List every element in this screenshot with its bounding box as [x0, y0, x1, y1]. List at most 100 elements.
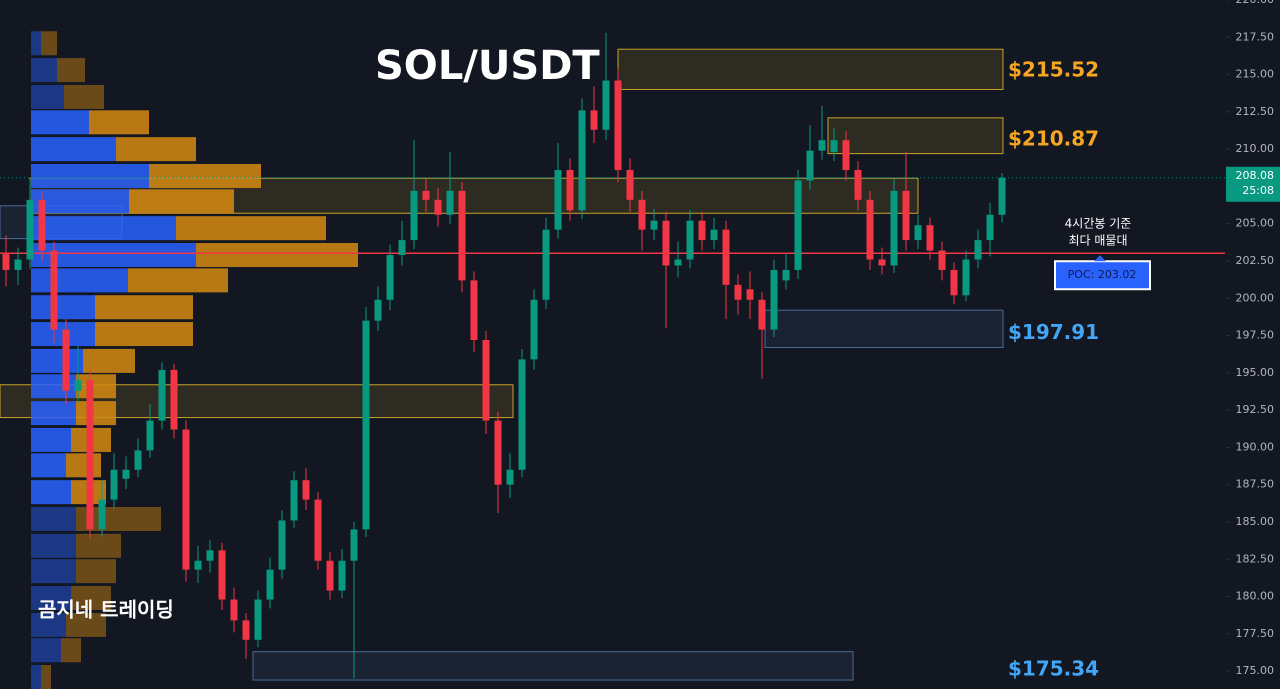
candle-body	[506, 469, 514, 485]
candle-body	[746, 289, 754, 300]
candle-body	[134, 450, 142, 470]
profile-sell	[61, 638, 81, 663]
profile-sell	[128, 268, 228, 293]
price-axis: 175.00 177.50 180.00 182.50 185.00 187.50 190.…	[1226, 0, 1280, 689]
candle-body	[710, 229, 718, 241]
profile-buy	[31, 58, 57, 83]
candle-body	[890, 190, 898, 266]
candle-body	[194, 560, 202, 570]
candle-body	[350, 529, 358, 561]
profile-buy	[31, 295, 95, 320]
profile-sell	[196, 243, 358, 268]
candle-body	[374, 299, 382, 321]
candle-body	[602, 80, 610, 130]
volume-profile	[31, 31, 358, 689]
profile-sell	[129, 189, 234, 214]
profile-buy	[31, 84, 64, 109]
price-tag-countdown: 25:08	[1242, 184, 1274, 197]
candle-body	[266, 569, 274, 600]
profile-sell	[64, 84, 104, 109]
candle-body	[338, 560, 346, 591]
poc-pointer	[1094, 255, 1106, 262]
candle-body	[782, 269, 790, 281]
candle-body	[290, 480, 298, 521]
profile-buy	[31, 480, 71, 505]
candle-body	[938, 250, 946, 270]
profile-buy	[31, 348, 83, 373]
candle-body	[950, 269, 958, 296]
y-tick-label: 200.00	[1236, 291, 1275, 304]
profile-buy	[31, 110, 89, 135]
annotation: 최다 매물대	[1068, 234, 1127, 248]
profile-sell	[57, 58, 85, 83]
candle-body	[422, 190, 430, 200]
candle-body	[434, 199, 442, 215]
profile-buy	[31, 453, 66, 478]
y-tick-label: 220.00	[1236, 0, 1275, 6]
profile-buy	[31, 216, 176, 241]
candle-body	[698, 220, 706, 241]
profile-sell	[41, 31, 57, 56]
candle-body	[806, 150, 814, 181]
candle-body	[242, 620, 250, 640]
candle-body	[26, 199, 34, 260]
y-tick-label: 212.50	[1236, 105, 1275, 118]
profile-sell	[41, 665, 51, 689]
profile-buy	[31, 427, 71, 452]
candle-body	[62, 329, 70, 391]
candle-body	[674, 259, 682, 266]
candle-body	[686, 220, 694, 260]
y-tick-label: 185.00	[1236, 515, 1275, 528]
y-tick-label: 187.50	[1236, 478, 1275, 491]
level-label: $175.34	[1008, 657, 1099, 681]
candle-body	[818, 140, 826, 151]
profile-sell	[76, 559, 116, 584]
profile-sell	[89, 110, 149, 135]
profile-buy	[31, 665, 41, 689]
candle-body	[446, 190, 454, 215]
candle-body	[230, 599, 238, 621]
candle-body	[14, 259, 22, 270]
candle-body	[122, 469, 130, 479]
watermark: 곰지네 트레이딩	[38, 598, 174, 622]
candle-body	[854, 170, 862, 200]
profile-sell	[76, 401, 116, 426]
level-label: $197.91	[1008, 320, 1099, 344]
candle-body	[530, 299, 538, 360]
poc-label: POC: 203.02	[1068, 268, 1137, 281]
y-tick-label: 217.50	[1236, 30, 1275, 43]
candle-body	[158, 369, 166, 421]
candle-body	[410, 190, 418, 241]
candle-body	[362, 320, 370, 530]
y-tick-label: 190.00	[1236, 440, 1275, 453]
candle-body	[470, 280, 478, 341]
candle-body	[254, 599, 262, 640]
candle-body	[758, 299, 766, 330]
candle-body	[842, 140, 850, 171]
candle-body	[578, 110, 586, 211]
candle-body	[986, 214, 994, 241]
profile-sell	[95, 322, 193, 347]
profile-sell	[76, 533, 121, 558]
candle-body	[926, 225, 934, 251]
candle-body	[722, 229, 730, 285]
profile-sell	[76, 374, 116, 399]
level-label: $215.52	[1008, 57, 1099, 81]
candle-body	[734, 284, 742, 300]
profile-buy	[31, 137, 116, 162]
profile-sell	[176, 216, 326, 241]
candle-body	[650, 220, 658, 230]
y-tick-label: 175.00	[1236, 664, 1275, 677]
profile-buy	[31, 612, 66, 637]
candle-body	[770, 269, 778, 330]
profile-sell	[116, 137, 196, 162]
candle-body	[110, 469, 118, 500]
zone	[764, 309, 1004, 348]
y-tick-label: 210.00	[1236, 142, 1275, 155]
chart-title: SOL/USDT	[375, 43, 600, 89]
candle-body	[494, 420, 502, 485]
candle-body	[830, 140, 838, 153]
candle-body	[566, 170, 574, 211]
